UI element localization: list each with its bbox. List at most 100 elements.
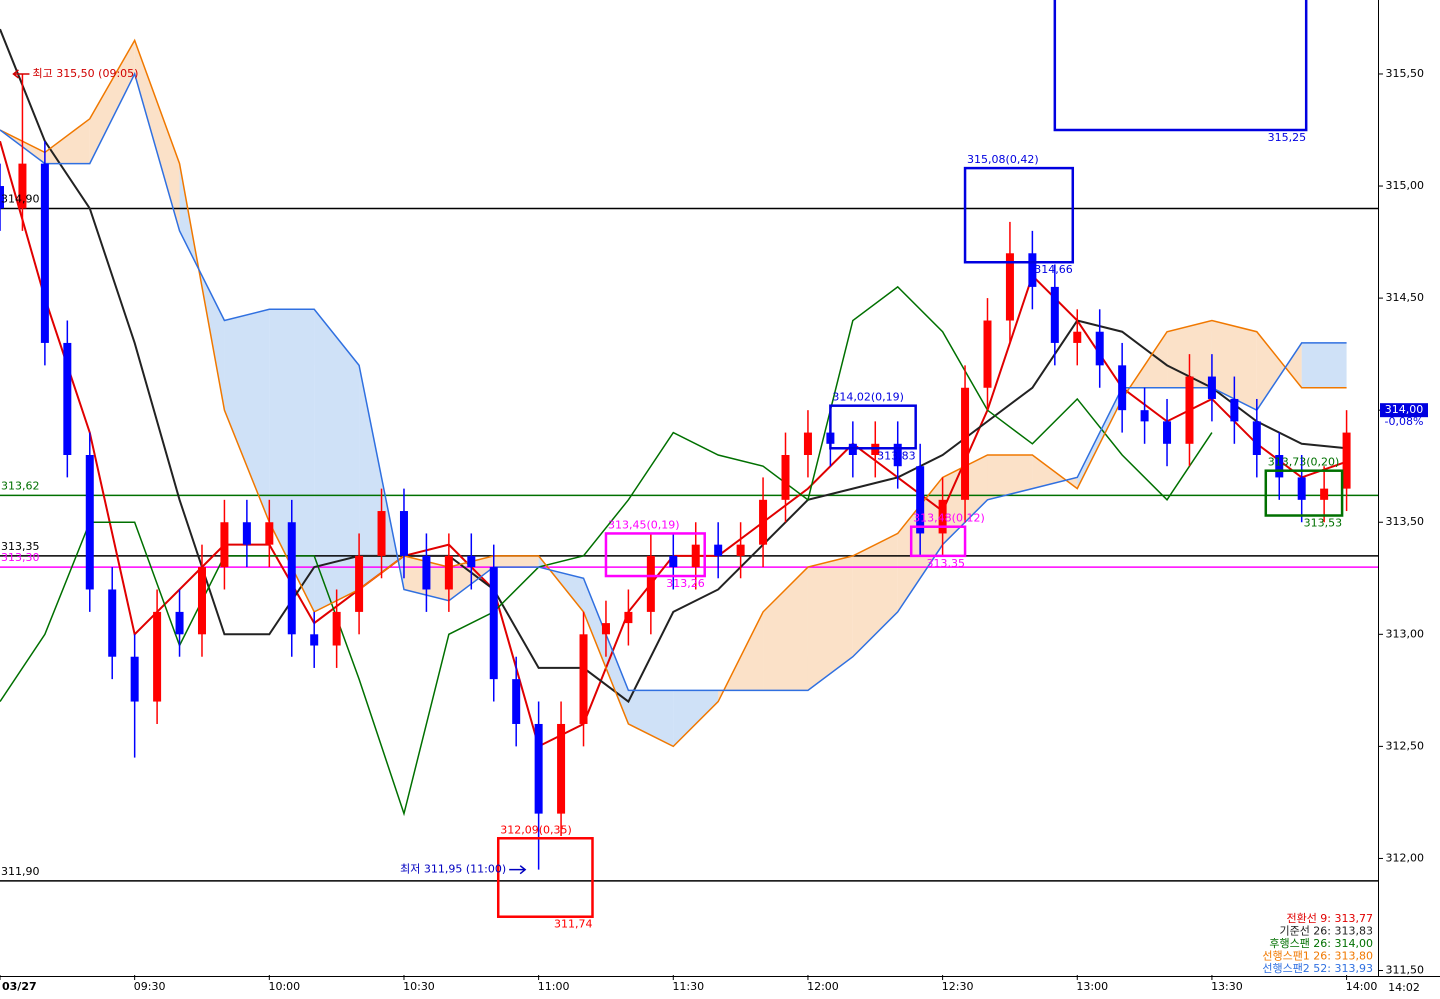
- box-low-label: 315,25: [1268, 131, 1307, 144]
- candle-body: [242, 522, 251, 545]
- y-tick-label: 315,00: [1386, 179, 1425, 192]
- candle-body: [399, 511, 408, 556]
- candle-body: [736, 544, 745, 556]
- candle-body: [714, 544, 723, 556]
- candle-body: [197, 567, 206, 635]
- candle-body: [916, 466, 925, 534]
- candle-body: [938, 499, 947, 534]
- candle-body: [0, 186, 4, 209]
- cloud: [89, 40, 135, 164]
- candle-body: [983, 320, 992, 388]
- price-tag: [1380, 403, 1428, 418]
- indicator-line: [0, 28, 1347, 704]
- price-line-label: 311,90: [1, 865, 40, 878]
- candle-body: [1028, 253, 1037, 287]
- cloud: [807, 555, 853, 691]
- price-line-label: 313,62: [1, 479, 40, 492]
- cloud: [1301, 342, 1347, 388]
- box-low-label: 314,66: [1034, 263, 1073, 276]
- candle-body: [579, 634, 588, 724]
- legend-entry: 전환선 9: 313,77: [1286, 912, 1373, 925]
- plot-area: [0, 0, 1378, 918]
- x-tick-label: 03/27: [2, 980, 37, 993]
- box-low-label: 311,74: [554, 918, 593, 931]
- legend-entry: 선행스팬2 52: 313,93: [1262, 962, 1373, 975]
- cloud: [1211, 320, 1257, 411]
- box-low-label: 313,83: [877, 449, 916, 462]
- cloud: [763, 567, 808, 691]
- cloud: [1256, 331, 1302, 411]
- candle-body: [1275, 455, 1284, 478]
- candle-body: [691, 544, 700, 568]
- range-box: [496, 837, 594, 918]
- x-tick-label: 10:00: [268, 980, 300, 993]
- candle-body: [1050, 286, 1059, 343]
- candle-body: [355, 555, 364, 612]
- box-high-label: 313,45(0,19): [608, 518, 680, 531]
- candle-body: [961, 387, 970, 500]
- candle-body: [669, 555, 678, 568]
- range-box: [1264, 469, 1344, 517]
- y-tick-label: 312,50: [1386, 739, 1425, 752]
- box-high-label: 314,02(0,19): [832, 391, 904, 404]
- x-tick-label: 14:00: [1346, 980, 1378, 993]
- x-tick-label: 10:30: [403, 980, 435, 993]
- range-box: [963, 166, 1075, 264]
- candle-body: [1320, 488, 1329, 500]
- box-high-label: 313,48(0,12): [913, 512, 985, 525]
- candle-body: [18, 163, 27, 209]
- y-tick-label: 314,50: [1386, 291, 1425, 304]
- candle-body: [377, 511, 386, 556]
- box-low-label: 313,35: [927, 557, 966, 570]
- cloud: [134, 40, 180, 231]
- candle-body: [422, 555, 431, 590]
- price-tag-label: 314,00: [1385, 403, 1424, 416]
- cloud: [224, 309, 270, 523]
- y-tick-label: 313,00: [1386, 627, 1425, 640]
- x-tick-label: 09:30: [134, 980, 166, 993]
- cloud: [493, 555, 539, 568]
- candle-body: [624, 611, 633, 624]
- candle-body: [1185, 376, 1194, 444]
- candle-body: [601, 623, 610, 635]
- candle-body: [1297, 477, 1306, 500]
- price-line-label: 313,35: [1, 540, 40, 553]
- price-change: -0,08%: [1385, 415, 1424, 428]
- cloud: [852, 533, 898, 657]
- candle-body: [1095, 331, 1104, 366]
- cloud: [1077, 387, 1123, 489]
- candle-body: [803, 432, 812, 455]
- x-tick-label: 11:30: [672, 980, 704, 993]
- candle-body: [1342, 432, 1351, 489]
- candle-body: [287, 522, 296, 635]
- y-tick-label: 311,50: [1386, 964, 1425, 977]
- legend-entry: 후행스팬 26: 314,00: [1269, 937, 1373, 950]
- box-high-label: 315,08(0,42): [967, 153, 1039, 166]
- candle-body: [893, 443, 902, 467]
- candle-body: [557, 723, 566, 814]
- candle-body: [1140, 410, 1149, 422]
- candle-body: [332, 611, 341, 646]
- candle-body: [153, 611, 162, 702]
- cloud: [314, 309, 360, 612]
- candle-body: [108, 589, 117, 657]
- extreme-label: 최고 315,50 (09:05): [32, 67, 138, 80]
- candle-body: [759, 499, 768, 545]
- box-high-label: 313,73(0,20): [1268, 456, 1340, 469]
- candle-body: [1252, 421, 1261, 455]
- y-tick-label: 312,00: [1386, 851, 1425, 864]
- candle-body: [175, 611, 184, 635]
- candle-body: [1230, 398, 1239, 422]
- candle-body: [512, 679, 521, 724]
- current-time: 14:02: [1388, 981, 1420, 994]
- range-box: [1053, 0, 1308, 132]
- cloud: [987, 455, 1033, 500]
- candle-body: [1118, 365, 1127, 411]
- candle-body: [444, 555, 453, 590]
- candle-body: [534, 723, 543, 814]
- candle-body: [1005, 253, 1014, 321]
- x-tick-label: 12:00: [807, 980, 839, 993]
